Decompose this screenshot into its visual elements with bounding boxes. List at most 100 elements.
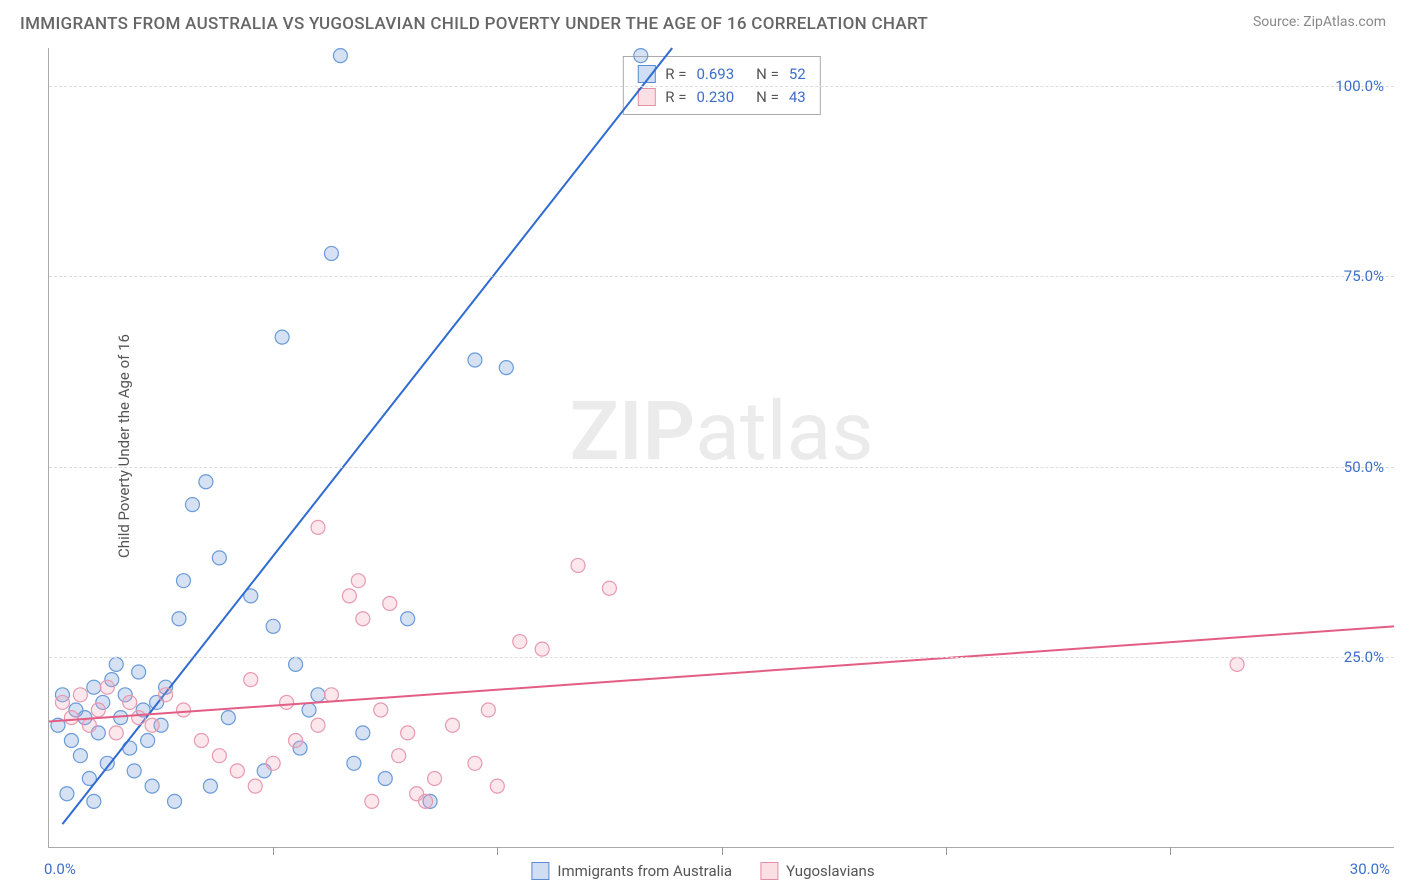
data-point	[571, 558, 585, 572]
data-point	[378, 772, 392, 786]
data-point	[490, 779, 504, 793]
data-point	[275, 330, 289, 344]
data-point	[324, 246, 338, 260]
scatter-svg	[49, 48, 1394, 847]
gridline	[49, 657, 1394, 658]
x-tick-mark	[722, 847, 723, 855]
data-point	[172, 612, 186, 626]
data-point	[185, 498, 199, 512]
data-point	[145, 779, 159, 793]
plot-area: ZIPatlas R = 0.693 N = 52 R = 0.230 N = …	[48, 48, 1394, 848]
data-point	[194, 733, 208, 747]
data-point	[289, 733, 303, 747]
data-point	[132, 665, 146, 679]
data-point	[73, 749, 87, 763]
data-point	[302, 703, 316, 717]
data-point	[468, 756, 482, 770]
x-tick-mark	[946, 847, 947, 855]
data-point	[168, 794, 182, 808]
y-tick-label: 100.0%	[1335, 77, 1384, 95]
data-point	[513, 635, 527, 649]
legend-item-pink: Yugoslavians	[760, 862, 875, 880]
data-point	[199, 475, 213, 489]
chart-title: IMMIGRANTS FROM AUSTRALIA VS YUGOSLAVIAN…	[20, 14, 928, 34]
gridline	[49, 86, 1394, 87]
data-point	[109, 657, 123, 671]
data-point	[468, 353, 482, 367]
data-point	[177, 574, 191, 588]
y-tick-label: 50.0%	[1344, 458, 1384, 476]
swatch-blue	[531, 862, 549, 880]
data-point	[64, 711, 78, 725]
source-label: Source:	[1253, 14, 1300, 30]
data-point	[123, 695, 137, 709]
data-point	[374, 703, 388, 717]
swatch-pink	[760, 862, 778, 880]
data-point	[347, 756, 361, 770]
data-point	[91, 703, 105, 717]
data-point	[212, 749, 226, 763]
data-point	[351, 574, 365, 588]
data-point	[266, 756, 280, 770]
data-point	[145, 718, 159, 732]
data-point	[383, 596, 397, 610]
data-point	[602, 581, 616, 595]
data-point	[634, 49, 648, 63]
y-tick-label: 25.0%	[1344, 648, 1384, 666]
data-point	[123, 741, 137, 755]
data-point	[356, 726, 370, 740]
data-point	[1230, 657, 1244, 671]
data-point	[401, 726, 415, 740]
data-point	[244, 673, 258, 687]
data-point	[535, 642, 549, 656]
data-point	[324, 688, 338, 702]
data-point	[365, 794, 379, 808]
gridline	[49, 467, 1394, 468]
legend-label-pink: Yugoslavians	[786, 862, 875, 880]
data-point	[401, 612, 415, 626]
data-point	[73, 688, 87, 702]
legend-label-blue: Immigrants from Australia	[557, 862, 732, 880]
x-tick-mark	[497, 847, 498, 855]
data-point	[100, 680, 114, 694]
trend-line	[62, 48, 672, 824]
data-point	[55, 695, 69, 709]
data-point	[333, 49, 347, 63]
data-point	[82, 718, 96, 732]
source-link[interactable]: ZipAtlas.com	[1303, 14, 1386, 30]
data-point	[481, 703, 495, 717]
data-point	[109, 726, 123, 740]
x-tick-mark	[1170, 847, 1171, 855]
legend-item-blue: Immigrants from Australia	[531, 862, 732, 880]
data-point	[60, 787, 74, 801]
data-point	[289, 657, 303, 671]
data-point	[141, 733, 155, 747]
data-point	[221, 711, 235, 725]
x-tick-mark	[273, 847, 274, 855]
data-point	[230, 764, 244, 778]
y-tick-label: 75.0%	[1344, 267, 1384, 285]
data-point	[499, 361, 513, 375]
source-attribution: Source: ZipAtlas.com	[1253, 14, 1386, 30]
data-point	[203, 779, 217, 793]
data-point	[87, 680, 101, 694]
data-point	[87, 794, 101, 808]
data-point	[159, 688, 173, 702]
data-point	[311, 718, 325, 732]
x-tick-min: 0.0%	[44, 860, 76, 878]
data-point	[419, 794, 433, 808]
data-point	[311, 688, 325, 702]
data-point	[428, 772, 442, 786]
data-point	[132, 711, 146, 725]
legend-series: Immigrants from Australia Yugoslavians	[531, 862, 874, 880]
data-point	[266, 619, 280, 633]
data-point	[248, 779, 262, 793]
data-point	[212, 551, 226, 565]
data-point	[392, 749, 406, 763]
data-point	[342, 589, 356, 603]
data-point	[280, 695, 294, 709]
data-point	[311, 520, 325, 534]
data-point	[356, 612, 370, 626]
data-point	[177, 703, 191, 717]
data-point	[446, 718, 460, 732]
